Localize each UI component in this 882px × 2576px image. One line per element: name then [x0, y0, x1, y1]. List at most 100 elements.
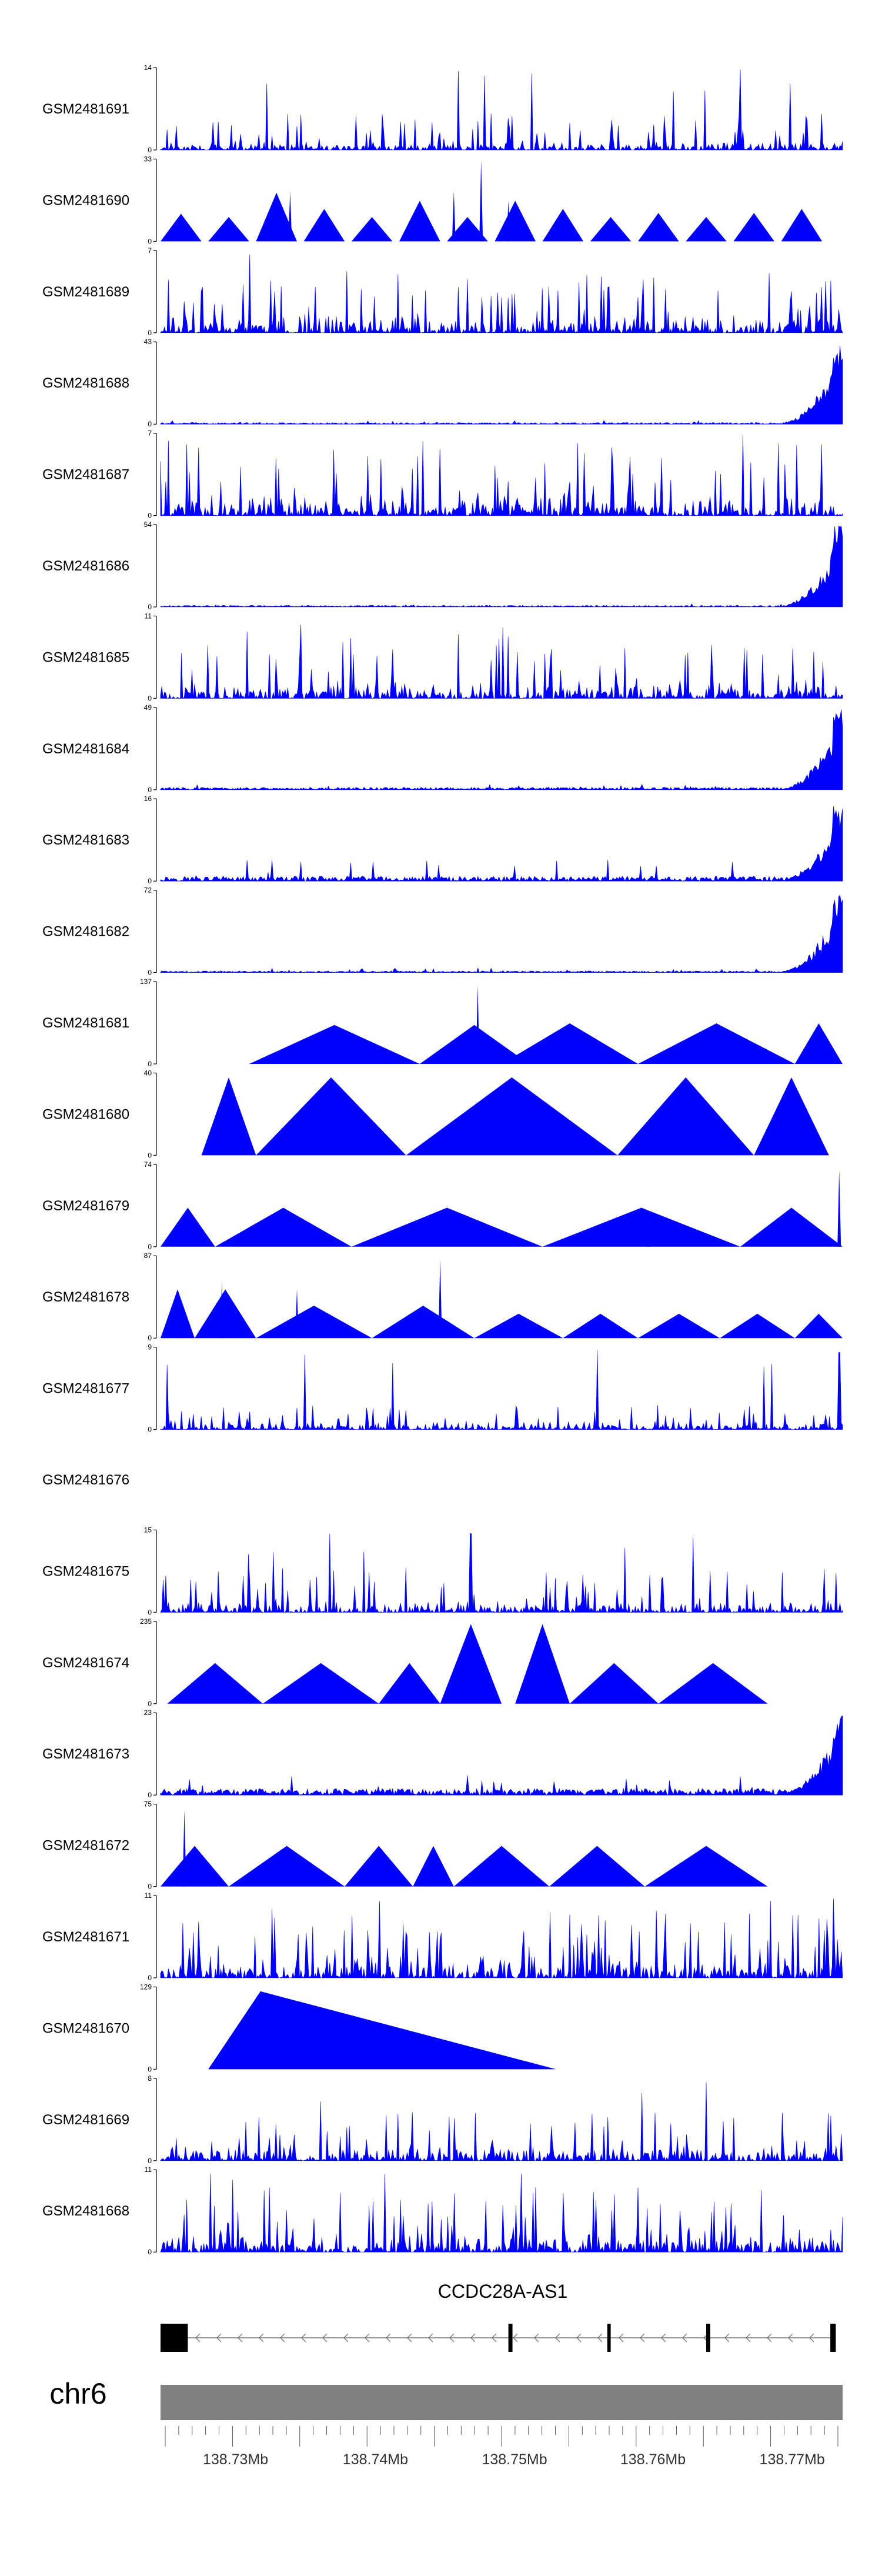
- coverage-peak: [161, 1846, 229, 1887]
- coverage-spike: [220, 1281, 224, 1339]
- coverage-peak: [515, 1624, 570, 1704]
- coverage-tracks: GSM2481691140GSM2481690330GSM248168970GS…: [42, 64, 843, 2256]
- gene-exon: [607, 2324, 611, 2352]
- y-max-label: 54: [144, 520, 152, 529]
- y-max-label: 8: [148, 2074, 152, 2083]
- coverage-peak: [638, 213, 679, 242]
- strand-arrow: [724, 2333, 730, 2343]
- y-max-label: 16: [144, 795, 152, 803]
- strand-arrow: [788, 2333, 793, 2343]
- coverage-area: [160, 709, 843, 790]
- y-max-label: 11: [145, 2165, 152, 2174]
- coverage-peak: [754, 1077, 829, 1156]
- strand-arrow: [576, 2333, 582, 2343]
- coverage-peak: [256, 1306, 372, 1339]
- track-label: GSM2481679: [42, 1198, 129, 1214]
- y-min-label: 0: [148, 329, 152, 337]
- coverage-peak: [256, 1077, 406, 1156]
- strand-arrow: [513, 2333, 518, 2343]
- track-GSM2481670: GSM2481670 129 0: [42, 1983, 556, 2073]
- coverage-peak: [502, 1023, 638, 1064]
- track-label: GSM2481690: [42, 192, 129, 208]
- track-label: GSM2481677: [42, 1381, 129, 1397]
- coverage-spike: [288, 191, 292, 242]
- y-max-label: 15: [144, 1526, 152, 1534]
- y-max-label: 33: [144, 155, 152, 163]
- coverage-peak: [542, 1207, 740, 1247]
- coverage-peak: [372, 1306, 475, 1339]
- strand-arrow: [809, 2333, 814, 2343]
- y-min-label: 0: [148, 1060, 152, 1068]
- y-max-label: 14: [144, 64, 152, 72]
- strand-arrow: [365, 2333, 370, 2343]
- coverage-area: [160, 345, 843, 425]
- track-GSM2481679: GSM2481679 74 0: [42, 1160, 843, 1251]
- coverage-peak: [570, 1663, 659, 1704]
- track-label: GSM2481686: [42, 558, 129, 574]
- y-max-label: 43: [144, 338, 152, 346]
- x-tick-label: 138.73Mb: [203, 2451, 268, 2468]
- coverage-area: [160, 806, 843, 882]
- gene-track: CCDC28A-AS1: [161, 2281, 836, 2352]
- track-label: GSM2481676: [42, 1472, 129, 1488]
- track-GSM2481672: GSM2481672 75 0: [42, 1800, 768, 1891]
- y-max-label: 23: [144, 1709, 152, 1717]
- y-min-label: 0: [148, 237, 152, 245]
- coverage-peak: [644, 1846, 768, 1887]
- coverage-peak: [419, 1025, 529, 1064]
- coverage-spike: [476, 985, 480, 1064]
- coverage-peak: [794, 1313, 843, 1339]
- gene-name-label: CCDC28A-AS1: [438, 2281, 568, 2302]
- y-max-label: 137: [140, 977, 152, 986]
- track-label: GSM2481671: [42, 1929, 129, 1945]
- strand-arrow: [428, 2333, 433, 2343]
- chromosome-bar: [161, 2385, 843, 2420]
- track-GSM2481687: GSM2481687 7 0: [42, 429, 843, 520]
- strand-arrow: [301, 2333, 306, 2343]
- strand-arrow: [470, 2333, 476, 2343]
- strand-arrow: [492, 2333, 497, 2343]
- track-label: GSM2481673: [42, 1746, 129, 1762]
- coverage-spike: [438, 1259, 442, 1339]
- coverage-area: [160, 1533, 843, 1613]
- y-min-label: 0: [148, 1426, 152, 1434]
- y-min-label: 0: [148, 2157, 152, 2165]
- y-max-label: 235: [140, 1617, 152, 1626]
- track-label: GSM2481675: [42, 1563, 129, 1579]
- coverage-peak: [542, 209, 584, 242]
- y-min-label: 0: [148, 1883, 152, 1891]
- y-min-label: 0: [148, 2065, 152, 2073]
- x-tick-label: 138.76Mb: [620, 2451, 686, 2468]
- coverage-peak: [453, 1846, 550, 1887]
- track-GSM2481685: GSM2481685 11 0: [42, 612, 843, 702]
- y-max-label: 74: [144, 1160, 152, 1169]
- track-GSM2481675: GSM2481675 15 0: [42, 1526, 843, 1616]
- coverage-area: [160, 895, 843, 973]
- y-max-label: 75: [144, 1800, 152, 1808]
- strand-arrow: [407, 2333, 412, 2343]
- y-min-label: 0: [148, 603, 152, 611]
- strand-arrow: [280, 2333, 285, 2343]
- strand-arrow: [746, 2333, 751, 2343]
- coverage-area: [160, 69, 843, 151]
- coverage-peak: [208, 1991, 556, 2070]
- strand-arrow: [555, 2333, 560, 2343]
- track-label: GSM2481684: [42, 741, 129, 757]
- track-GSM2481690: GSM2481690 33 0: [42, 155, 823, 245]
- coverage-peak: [345, 1846, 413, 1887]
- track-GSM2481671: GSM2481671 11 0: [42, 1891, 843, 1982]
- y-max-label: 72: [144, 886, 152, 895]
- y-max-label: 87: [144, 1252, 152, 1260]
- coverage-spike: [179, 1302, 183, 1339]
- y-max-label: 129: [140, 1983, 152, 1991]
- coverage-area: [160, 435, 843, 516]
- coverage-peak: [161, 1289, 195, 1339]
- coverage-peak: [208, 217, 249, 242]
- coverage-spike: [506, 201, 510, 242]
- track-GSM2481688: GSM2481688 43 0: [42, 338, 843, 428]
- track-GSM2481686: GSM2481686 54 0: [42, 520, 843, 611]
- coverage-peak: [638, 1313, 720, 1339]
- track-label: GSM2481674: [42, 1655, 129, 1671]
- x-tick-label: 138.77Mb: [760, 2451, 825, 2468]
- strand-arrow: [640, 2333, 645, 2343]
